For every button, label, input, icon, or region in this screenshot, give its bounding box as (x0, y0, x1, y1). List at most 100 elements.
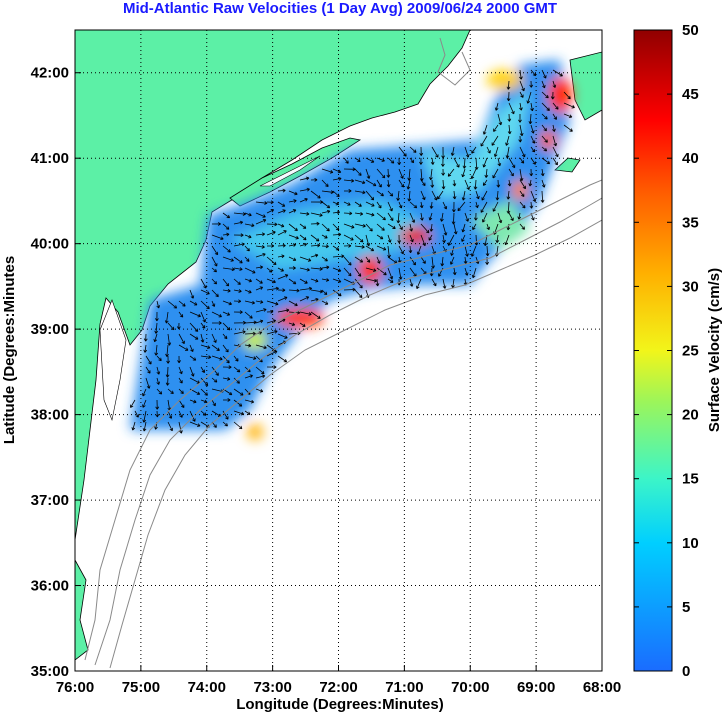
velocity-arrow (419, 157, 423, 165)
velocity-arrow (200, 377, 209, 387)
velocity-arrow (354, 211, 364, 216)
velocity-arrow (495, 190, 500, 201)
velocity-arrow (530, 102, 534, 112)
velocity-arrow (178, 366, 183, 375)
velocity-arrow (541, 179, 546, 188)
velocity-arrow (481, 190, 488, 201)
velocity-arrow (387, 157, 395, 164)
velocity-arrow (409, 256, 416, 266)
velocity-arrow (505, 146, 510, 159)
velocity-arrow (222, 223, 230, 230)
velocity-arrow (464, 146, 470, 158)
velocity-arrow (431, 278, 437, 287)
velocity-arrow (409, 157, 415, 164)
velocity-arrow (464, 245, 469, 257)
velocity-arrow (497, 113, 503, 126)
velocity-arrow (365, 278, 378, 283)
x-tick-label: 71:00 (385, 679, 423, 696)
velocity-arrow (541, 80, 546, 89)
velocity-arrow (178, 377, 183, 384)
velocity-arrow (222, 398, 231, 402)
velocity-arrow (321, 168, 334, 174)
velocity-arrow (255, 245, 265, 249)
velocity-arrow (255, 388, 264, 393)
velocity-arrow (376, 223, 385, 231)
velocity-arrow (299, 234, 307, 241)
velocity-arrow (131, 421, 136, 431)
velocity-arrow (156, 366, 161, 375)
velocity-arrow (211, 278, 218, 285)
velocity-arrow (440, 212, 444, 222)
velocity-arrow (563, 113, 573, 119)
velocity-arrow (447, 168, 455, 177)
bays (99, 155, 321, 422)
velocity-arrow (354, 278, 363, 289)
velocity-arrow (310, 221, 320, 226)
velocity-arrow (429, 201, 434, 209)
velocity-arrow (519, 168, 524, 182)
velocity-arrow (277, 254, 285, 259)
velocity-arrow (200, 278, 207, 289)
velocity-arrow (233, 212, 246, 216)
x-axis: 76:00 75:00 74:00 73:00 72:00 71:00 70:00 69:00… (56, 665, 621, 696)
velocity-arrow (145, 377, 151, 389)
x-tick-label: 69:00 (517, 679, 555, 696)
velocity-arrow (189, 366, 195, 377)
velocity-arrow (541, 69, 547, 79)
velocity-arrow (464, 212, 470, 222)
velocity-arrow (200, 355, 212, 359)
velocity-arrow (200, 300, 210, 310)
velocity-arrow (451, 278, 455, 289)
velocity-arrow (233, 366, 241, 373)
colorbar-tick-label: 20 (682, 407, 699, 424)
velocity-arrow (409, 278, 414, 287)
velocity-arrow (506, 201, 511, 214)
velocity-arrow (563, 124, 573, 132)
velocity-arrow (321, 190, 334, 195)
velocity-arrow (200, 366, 205, 373)
velocity-arrow (244, 223, 255, 228)
x-tick-label: 76:00 (56, 679, 94, 696)
map-title: Mid-Atlantic Raw Velocities (1 Day Avg) … (122, 0, 558, 17)
velocity-arrow (156, 377, 161, 385)
velocity-arrow (189, 333, 199, 340)
velocity-arrow (321, 278, 330, 282)
velocity-arrow (310, 278, 319, 283)
velocity-arrow (343, 201, 351, 206)
velocity-arrow (244, 256, 250, 262)
velocity-arrow (244, 234, 252, 239)
velocity-arrow (429, 267, 434, 277)
velocity-arrow (156, 388, 163, 395)
velocity-arrow (429, 223, 434, 232)
velocity-arrow (407, 168, 412, 181)
velocity-arrow (255, 201, 268, 205)
velocity-arrow (387, 234, 392, 243)
velocity-arrow (255, 252, 266, 258)
x-tick-label: 70:00 (451, 679, 489, 696)
velocity-arrow (222, 410, 229, 420)
velocity-arrow (310, 311, 321, 319)
velocity-arrow (143, 344, 148, 353)
velocity-arrow (143, 333, 148, 342)
velocity-arrow (343, 267, 352, 277)
velocity-arrow (189, 421, 201, 427)
velocity-arrow (376, 179, 382, 188)
velocity-arrow (519, 80, 525, 92)
velocity-arrow (277, 243, 286, 248)
velocity-arrow (541, 146, 548, 152)
colorbar-tick-label: 35 (682, 214, 699, 231)
velocity-arrow (321, 289, 328, 296)
velocity-arrow (255, 319, 264, 324)
velocity-arrow (266, 309, 274, 314)
velocity-arrow (497, 212, 503, 224)
velocity-arrow (440, 256, 445, 267)
velocity-arrow (321, 223, 330, 232)
velocity-arrow (563, 91, 571, 100)
velocity-arrow (222, 333, 228, 340)
velocity-arrow (211, 222, 221, 226)
velocity-arrow (200, 311, 207, 323)
velocity-arrow (288, 288, 300, 293)
velocity-arrow (244, 355, 257, 360)
velocity-arrow (552, 69, 563, 77)
velocity-arrow (222, 256, 234, 262)
